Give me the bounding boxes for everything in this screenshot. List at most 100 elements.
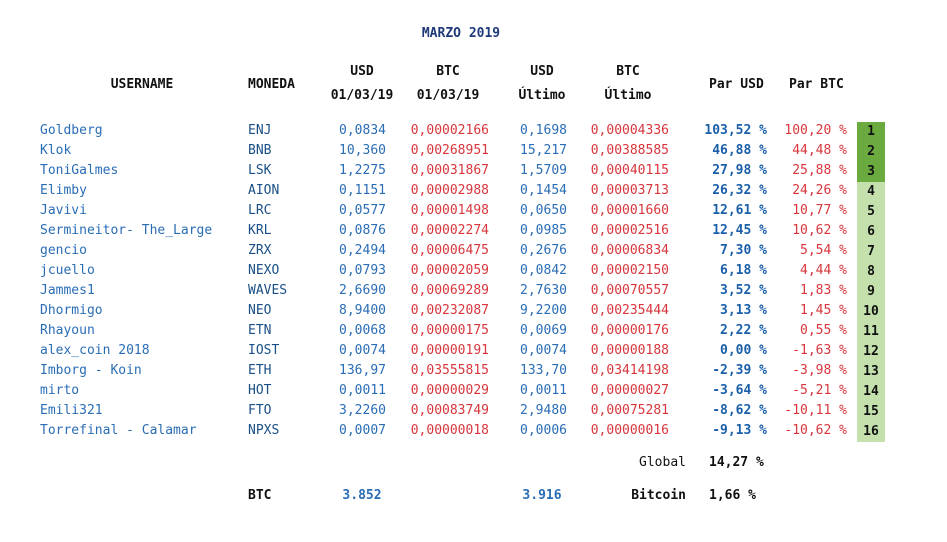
cell-btc-last: 0,03414198	[590, 363, 669, 378]
cell-usd-last: 133,70	[520, 363, 567, 378]
cell-username: alex_coin 2018	[40, 343, 150, 358]
cell-par-usd: 27,98 %	[712, 163, 767, 178]
header-username: USERNAME	[110, 77, 174, 92]
header-usd-last: USD	[530, 64, 554, 79]
cell-par-btc: 25,88 %	[792, 163, 847, 178]
cell-username: Sermineitor- The_Large	[40, 223, 213, 238]
cell-par-btc: -10,11 %	[784, 403, 847, 418]
cell-usd-start: 0,0577	[339, 203, 386, 218]
cell-username: Emili321	[40, 403, 103, 418]
cell-usd-last: 9,2200	[520, 303, 567, 318]
cell-coin: WAVES	[248, 283, 288, 298]
cell-btc-last: 0,00000027	[590, 383, 669, 398]
cell-usd-last: 0,0006	[520, 423, 567, 438]
cell-btc-last: 0,00006834	[590, 243, 669, 258]
cell-username: jcuello	[40, 263, 95, 278]
cell-btc-start: 0,00069289	[410, 283, 489, 298]
cell-btc-last: 0,00003713	[590, 183, 669, 198]
header-usd-start: USD	[350, 64, 374, 79]
cell-username: Dhormigo	[40, 303, 103, 318]
cell-par-usd: 6,18 %	[720, 263, 767, 278]
cell-usd-last: 0,2676	[520, 243, 567, 258]
cell-par-usd: -2,39 %	[712, 363, 767, 378]
cell-usd-start: 10,360	[339, 143, 386, 158]
cell-btc-start: 0,00031867	[410, 163, 489, 178]
rank-badge: 5	[857, 202, 885, 222]
cell-username: gencio	[40, 243, 87, 258]
cell-btc-start: 0,00002166	[410, 123, 489, 138]
cell-coin: NPXS	[248, 423, 280, 438]
rank-badge: 4	[857, 182, 885, 202]
header-btc-start-date: 01/03/19	[416, 88, 480, 103]
cell-usd-start: 0,0074	[339, 343, 386, 358]
cell-usd-last: 15,217	[520, 143, 567, 158]
cell-par-usd: 46,88 %	[712, 143, 767, 158]
cell-usd-start: 0,0876	[339, 223, 386, 238]
cell-username: ToniGalmes	[40, 163, 119, 178]
rank-badge: 13	[857, 362, 885, 382]
cell-par-btc: -3,98 %	[792, 363, 847, 378]
rank-badge: 11	[857, 322, 885, 342]
global-label: Global	[639, 455, 686, 470]
cell-btc-start: 0,00232087	[410, 303, 489, 318]
cell-usd-last: 0,0069	[520, 323, 567, 338]
cell-username: Klok	[40, 143, 72, 158]
cell-username: Javivi	[40, 203, 87, 218]
cell-par-btc: -1,63 %	[792, 343, 847, 358]
cell-coin: LRC	[248, 203, 272, 218]
footer-bitcoin-value: 1,66 %	[709, 488, 756, 503]
cell-btc-last: 0,00004336	[590, 123, 669, 138]
cell-btc-start: 0,00000175	[410, 323, 489, 338]
cell-par-btc: 10,62 %	[792, 223, 847, 238]
cell-coin: NEO	[248, 303, 272, 318]
cell-usd-start: 136,97	[339, 363, 386, 378]
footer-btc-start-price: 3.852	[342, 488, 382, 503]
header-moneda: MONEDA	[248, 77, 295, 92]
cell-usd-start: 8,9400	[339, 303, 386, 318]
footer-btc-last-price: 3.916	[522, 488, 562, 503]
rank-badge: 1	[857, 122, 885, 142]
cell-par-usd: 12,45 %	[712, 223, 767, 238]
cell-par-btc: 44,48 %	[792, 143, 847, 158]
cell-par-btc: 4,44 %	[800, 263, 847, 278]
cell-par-btc: 10,77 %	[792, 203, 847, 218]
cell-par-usd: 103,52 %	[704, 123, 767, 138]
cell-usd-start: 0,0834	[339, 123, 386, 138]
cell-par-btc: 1,45 %	[800, 303, 847, 318]
cell-username: mirto	[40, 383, 80, 398]
footer-btc-label: BTC	[248, 488, 272, 503]
cell-username: Jammes1	[40, 283, 95, 298]
cell-usd-start: 0,0793	[339, 263, 386, 278]
header-par-btc: Par BTC	[789, 77, 844, 92]
global-value: 14,27 %	[709, 455, 764, 470]
rank-badge: 7	[857, 242, 885, 262]
cell-btc-last: 0,00002516	[590, 223, 669, 238]
rank-badge: 2	[857, 142, 885, 162]
cell-usd-start: 1,2275	[339, 163, 386, 178]
header-btc-last-label: Último	[604, 88, 652, 103]
cell-par-usd: 7,30 %	[720, 243, 767, 258]
cell-coin: IOST	[248, 343, 280, 358]
cell-par-usd: 12,61 %	[712, 203, 767, 218]
cell-par-btc: 1,83 %	[800, 283, 847, 298]
cell-usd-last: 2,9480	[520, 403, 567, 418]
report-title: MARZO 2019	[421, 26, 501, 41]
rank-badge: 10	[857, 302, 885, 322]
cell-username: Imborg - Koin	[40, 363, 142, 378]
cell-par-usd: -8,62 %	[712, 403, 767, 418]
cell-par-usd: 0,00 %	[720, 343, 767, 358]
cell-coin: ETH	[248, 363, 272, 378]
cell-usd-last: 0,0985	[520, 223, 567, 238]
header-btc-start: BTC	[436, 64, 460, 79]
cell-par-usd: 2,22 %	[720, 323, 767, 338]
cell-usd-last: 0,0842	[520, 263, 567, 278]
cell-usd-last: 1,5709	[520, 163, 567, 178]
rank-badge: 12	[857, 342, 885, 362]
cell-btc-start: 0,00268951	[410, 143, 489, 158]
cell-btc-last: 0,00001660	[590, 203, 669, 218]
cell-usd-start: 0,2494	[339, 243, 386, 258]
cell-btc-start: 0,00001498	[410, 203, 489, 218]
cell-btc-last: 0,00000176	[590, 323, 669, 338]
cell-username: Elimby	[40, 183, 87, 198]
cell-par-btc: 5,54 %	[800, 243, 847, 258]
